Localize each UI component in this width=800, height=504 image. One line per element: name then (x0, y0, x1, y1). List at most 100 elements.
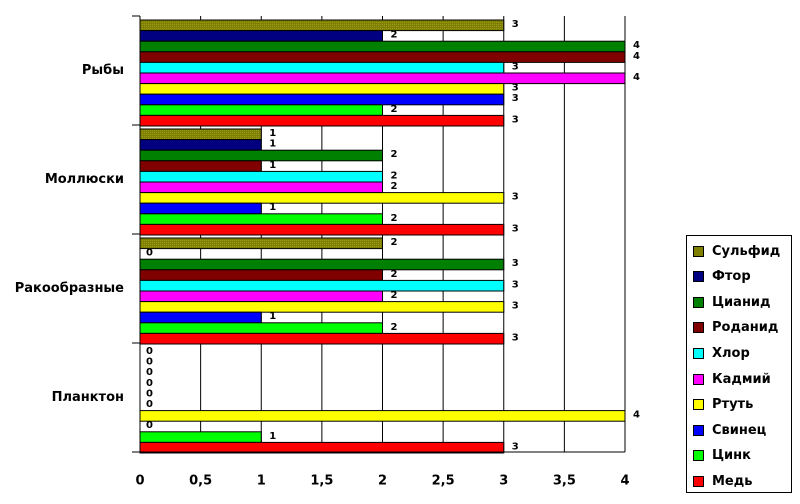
data-label: 4 (633, 40, 640, 51)
legend-label: Цианид (712, 294, 771, 310)
bar (139, 213, 383, 225)
data-label: 1 (269, 311, 276, 322)
legend-label: Медь (712, 473, 753, 489)
data-label: 0 (146, 346, 153, 357)
bar (139, 311, 262, 324)
bar (139, 149, 383, 162)
data-label: 2 (391, 237, 398, 248)
data-label: 2 (391, 269, 398, 280)
data-label: 2 (391, 213, 398, 224)
bar (139, 170, 383, 183)
category-label: Рыбы (82, 63, 124, 78)
x-tick-label: 0 (135, 474, 144, 489)
data-label: 4 (633, 72, 640, 83)
bar (139, 181, 383, 194)
data-label: 1 (269, 128, 276, 139)
category-label: Моллюски (45, 172, 124, 187)
bar (139, 223, 505, 236)
bar (139, 83, 505, 95)
bar (139, 269, 383, 281)
category-label: Ракообразные (15, 281, 124, 296)
x-tick-label: 3 (499, 474, 508, 489)
bar (139, 139, 262, 151)
bar (139, 192, 505, 204)
data-label: 2 (391, 30, 398, 41)
bar (139, 114, 505, 127)
legend-label: Фтор (712, 269, 751, 285)
legend-swatch (693, 475, 704, 487)
legend-label: Хлор (712, 345, 750, 361)
x-tick-label: 3,5 (553, 474, 576, 489)
data-label: 2 (391, 149, 398, 160)
bar (139, 40, 626, 53)
bar (139, 279, 505, 292)
legend-swatch (693, 271, 704, 283)
bar (139, 301, 505, 313)
legend-label: Кадмий (712, 371, 771, 387)
bar (139, 258, 505, 271)
data-label: 1 (269, 431, 276, 442)
bar (139, 72, 626, 85)
legend-item: Хлор (693, 345, 750, 361)
x-tick-label: 1 (257, 474, 266, 489)
x-tick-label: 2,5 (432, 474, 455, 489)
data-label: 3 (512, 114, 519, 125)
legend: Сульфид Фтор Цианид Роданид Хлор Кадмий Ртуть С… (686, 235, 792, 493)
bar (139, 322, 383, 334)
data-label: 0 (146, 420, 153, 431)
legend-swatch (693, 347, 704, 359)
data-label: 1 (269, 160, 276, 171)
data-label: 3 (512, 19, 519, 30)
data-label: 3 (512, 93, 519, 104)
bar (139, 30, 383, 42)
data-label: 0 (146, 248, 153, 259)
data-label: 2 (391, 322, 398, 333)
legend-item: Свинец (693, 422, 766, 438)
legend-label: Цинк (712, 448, 751, 464)
bar (139, 93, 505, 106)
legend-label: Свинец (712, 422, 767, 438)
bar (139, 104, 383, 116)
data-label: 3 (512, 192, 519, 203)
bar (139, 128, 262, 141)
data-label: 0 (146, 367, 153, 378)
x-tick-label: 4 (620, 474, 629, 489)
data-label: 0 (146, 388, 153, 399)
bar (139, 431, 262, 443)
category-label: Планктон (52, 390, 124, 405)
data-label: 0 (146, 357, 153, 368)
legend-item: Медь (693, 473, 752, 489)
data-label: 3 (512, 332, 519, 343)
x-tick-label: 0,5 (189, 474, 212, 489)
legend-label: Сульфид (712, 243, 781, 259)
legend-item: Фтор (693, 269, 751, 285)
data-label: 2 (391, 170, 398, 181)
data-label: 4 (633, 410, 640, 421)
legend-item: Цинк (693, 448, 751, 464)
data-label: 4 (633, 51, 640, 62)
legend-item: Сульфид (693, 243, 780, 259)
data-label: 3 (512, 258, 519, 269)
data-label: 3 (512, 223, 519, 234)
data-label: 3 (512, 279, 519, 290)
data-label: 0 (146, 399, 153, 410)
legend-swatch (693, 322, 704, 334)
bar (139, 61, 505, 74)
data-label: 3 (512, 301, 519, 312)
bar (139, 51, 626, 63)
legend-label: Роданид (712, 320, 779, 336)
legend-label: Ртуть (712, 397, 754, 413)
data-label: 1 (269, 139, 276, 150)
legend-item: Роданид (693, 320, 778, 336)
data-label: 2 (391, 104, 398, 115)
data-label: 3 (512, 441, 519, 452)
bar (139, 160, 262, 172)
data-label: 3 (512, 83, 519, 94)
bar (139, 19, 505, 32)
bar (139, 410, 626, 422)
legend-swatch (693, 424, 704, 436)
data-label: 1 (269, 202, 276, 213)
legend-swatch (693, 450, 704, 462)
data-label: 2 (391, 290, 398, 301)
